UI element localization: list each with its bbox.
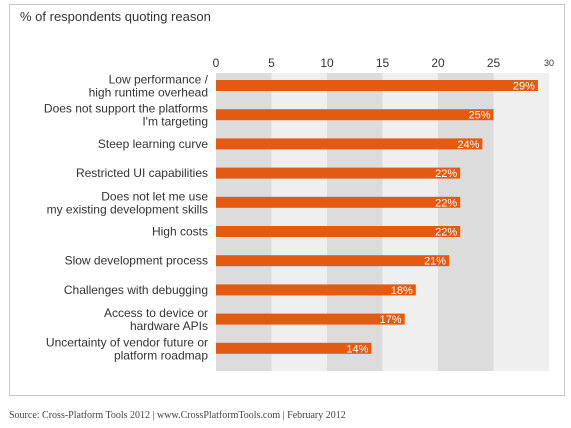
value-label: 24% (457, 139, 479, 151)
category-label: high runtime overhead (89, 86, 208, 100)
value-label: 22% (435, 168, 457, 180)
grid-band (493, 73, 549, 371)
category-label: Restricted UI capabilities (76, 166, 208, 180)
category-label: Does not let me use (101, 189, 208, 203)
bar (216, 313, 405, 325)
x-tick-label: 30 (544, 58, 554, 68)
category-label: Does not support the platforms (44, 102, 208, 116)
x-tick-label: 0 (213, 56, 220, 70)
grid-band (438, 73, 494, 371)
x-tick-label: 25 (487, 56, 501, 70)
source-note: Source: Cross-Platform Tools 2012 | www.… (9, 410, 346, 421)
value-label: 21% (424, 256, 446, 268)
bar (216, 226, 461, 237)
bar (216, 255, 450, 267)
category-label: platform roadmap (114, 348, 208, 362)
x-tick-label: 5 (268, 56, 275, 70)
bar (216, 138, 483, 150)
category-label: Steep learning curve (98, 137, 208, 151)
x-tick-label: 20 (431, 56, 445, 70)
x-tick-label: 10 (320, 56, 334, 70)
value-label: 22% (435, 197, 457, 209)
value-label: 25% (468, 110, 490, 122)
value-label: 29% (513, 81, 535, 93)
category-label: Challenges with debugging (64, 283, 208, 297)
value-label: 18% (391, 285, 413, 297)
bar (216, 109, 494, 121)
bar (216, 80, 538, 91)
chart-title: % of respondents quoting reason (20, 9, 211, 24)
value-label: 14% (346, 343, 368, 355)
value-label: 17% (380, 314, 402, 326)
bar-chart: 0 5 10 15 20 25 30 29% Low performance /high run… (44, 56, 554, 371)
category-label: I'm targeting (142, 115, 208, 129)
value-label: 22% (435, 227, 457, 239)
bar (216, 284, 416, 296)
category-label: Uncertainty of vendor future or (46, 335, 208, 349)
bar (216, 196, 461, 208)
category-label: Low performance / (109, 73, 209, 87)
category-label: hardware APIs (130, 319, 208, 333)
category-label: High costs (152, 225, 208, 239)
bar (216, 342, 372, 354)
bar (216, 167, 461, 179)
category-label: my existing development skills (47, 202, 208, 216)
category-label: Access to device or (104, 306, 208, 320)
x-tick-label: 15 (376, 56, 390, 70)
category-label: Slow development process (65, 254, 208, 268)
